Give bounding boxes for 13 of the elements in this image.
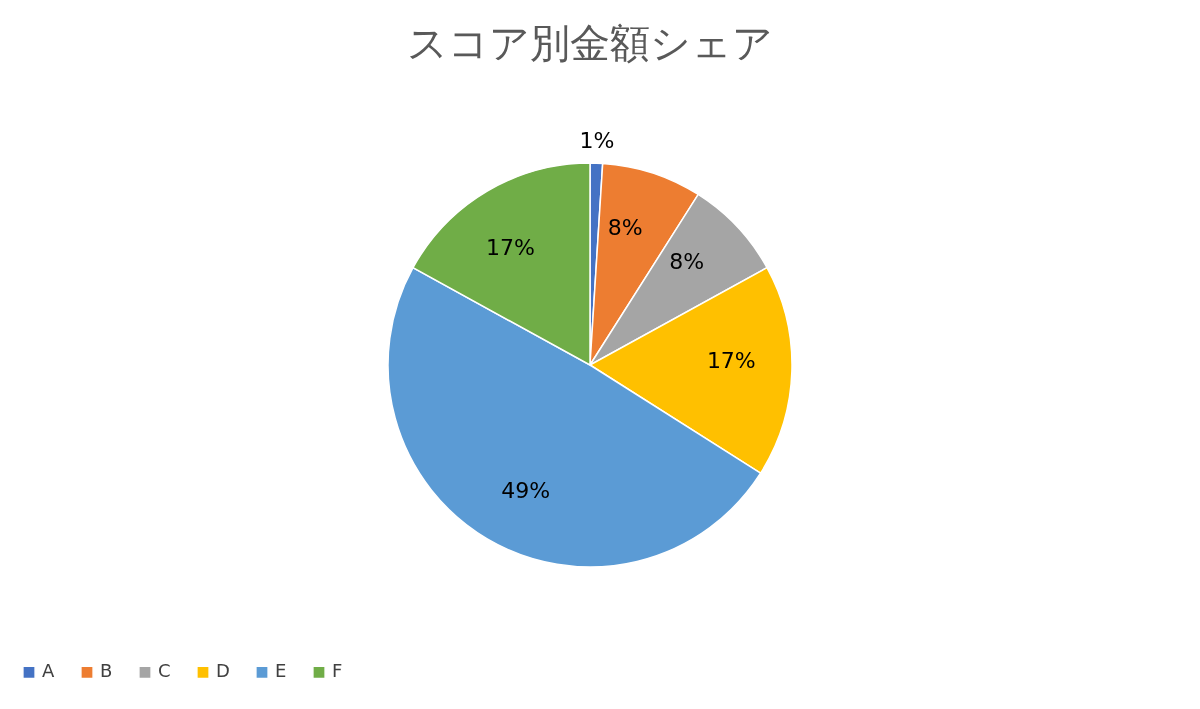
legend-label: B	[100, 660, 113, 682]
data-label: 17%	[486, 235, 535, 261]
chart-title: スコア別金額シェア	[407, 20, 773, 66]
legend-label: E	[275, 660, 287, 682]
data-label: 1%	[579, 128, 615, 154]
data-label: 17%	[706, 347, 756, 373]
legend-label: D	[216, 660, 230, 682]
data-label: 49%	[501, 477, 551, 503]
legend-label: A	[42, 660, 55, 682]
data-label: 8%	[669, 248, 705, 274]
legend-label: F	[332, 660, 343, 682]
data-label: 8%	[607, 215, 643, 241]
legend-label: C	[158, 660, 171, 682]
